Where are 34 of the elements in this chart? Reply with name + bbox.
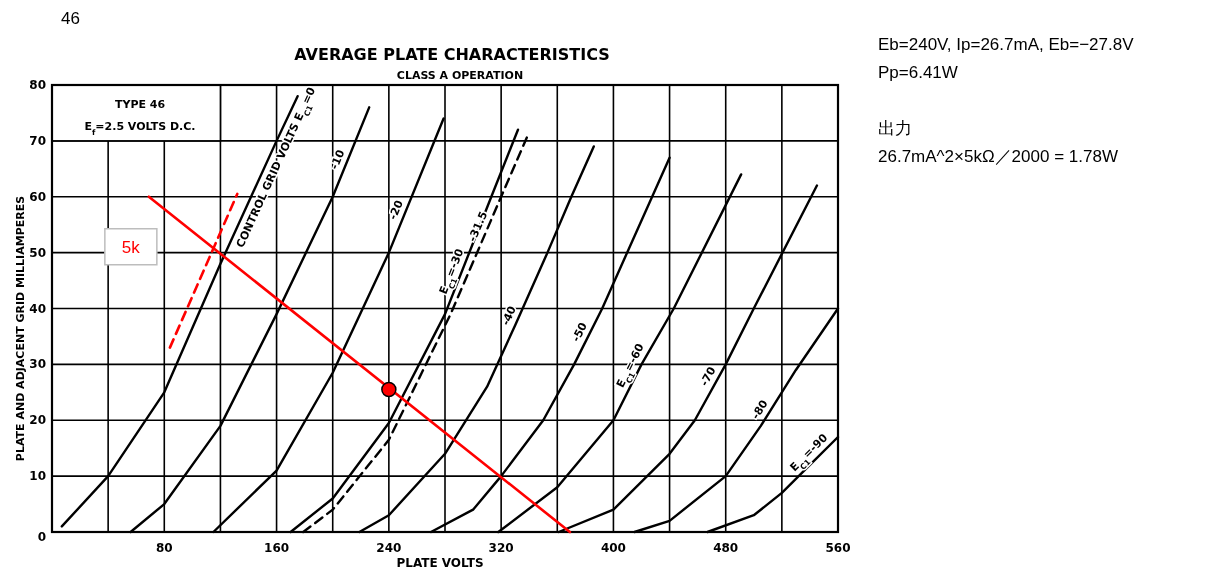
y-tick-label: 40: [29, 301, 46, 316]
y-tick-label: 70: [29, 133, 46, 148]
text: -80: [748, 397, 771, 422]
x-tick-label: 80: [155, 541, 173, 555]
chart-subtitle: CLASS A OPERATION: [396, 69, 524, 82]
x-axis-title: PLATE VOLTS: [396, 556, 484, 570]
text: -10: [327, 147, 348, 172]
y-tick-label: 10: [29, 469, 46, 484]
y-tick-label: 20: [29, 413, 46, 428]
annotation: E$_{f}$=2.5 VOLTS D.C.: [84, 120, 196, 137]
y-tick-label: 0: [37, 530, 46, 544]
y-tick-label: 30: [29, 357, 46, 372]
y-tick-label: 50: [29, 245, 46, 260]
text: -70: [697, 364, 719, 389]
annotation: TYPE 46: [114, 98, 166, 111]
text: -20: [386, 197, 406, 222]
x-tick-label: 240: [376, 541, 402, 555]
x-tick-label: 560: [825, 541, 851, 555]
text: -40: [499, 303, 520, 328]
text: 26.7mA^2×5kΩ／2000 = 1.78W: [878, 147, 1118, 166]
x-tick-label: 400: [600, 541, 626, 555]
x-tick-label: 320: [488, 541, 514, 555]
y-tick-label: 60: [29, 189, 46, 204]
x-tick-label: 160: [264, 541, 290, 555]
text: -50: [569, 320, 591, 344]
text: 46: [61, 9, 80, 28]
text: Eb=240V, Ip=26.7mA, Eb=−27.8V: [878, 35, 1135, 54]
text: 出力: [878, 119, 912, 138]
x-tick-label: 480: [713, 541, 739, 555]
text: 5k: [121, 237, 141, 257]
y-tick-label: 80: [29, 78, 46, 92]
chart-title: AVERAGE PLATE CHARACTERISTICS: [294, 45, 610, 64]
y-axis-title: PLATE AND ADJACENT GRID MILLIAMPERES: [14, 195, 27, 462]
text: Pp=6.41W: [878, 63, 958, 82]
